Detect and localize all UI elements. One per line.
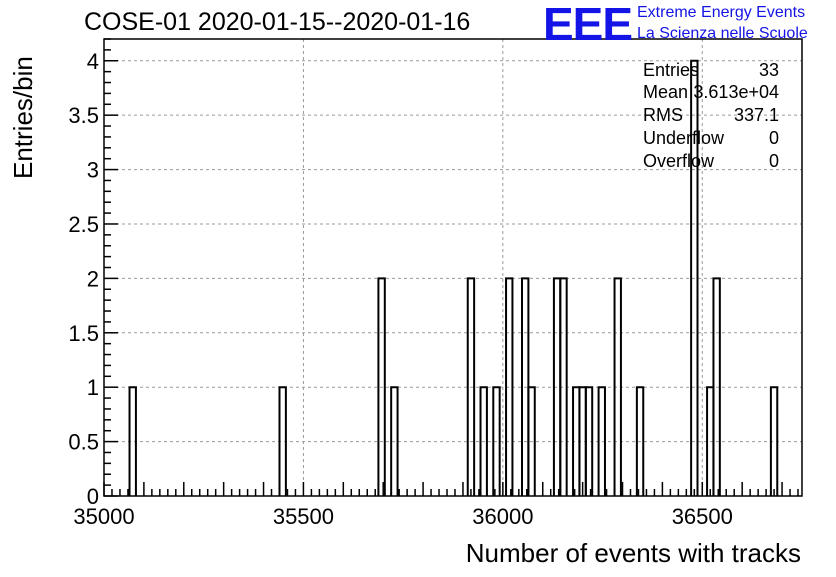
histogram-bin [505,277,514,496]
stat-value-overflow: 0 [768,151,779,171]
histogram-bin [613,277,622,496]
stat-label-entries: Entries [643,60,700,80]
stat-value-mean: 3.613e+04 [693,82,779,102]
histogram-bin [712,277,721,496]
stat-value-underflow: 0 [768,128,779,148]
y-tick-label: 3 [87,158,99,183]
y-tick-label: 4 [87,49,99,74]
logo-line-1: Extreme Energy Events [637,4,806,21]
stat-label-mean: Mean [643,82,689,102]
histogram-bin [584,386,594,496]
axis-ticks [103,38,799,497]
stat-value-rms: 337.1 [733,105,779,125]
histogram-bin [128,386,137,496]
histogram-bin [466,277,476,496]
stat-label-overflow: Overflow [643,151,715,171]
histogram-bin [278,386,287,496]
y-tick-label: 1 [87,375,99,400]
grid-lines [104,39,802,496]
histogram-bin [390,386,399,496]
x-tick-label: 36500 [672,504,733,529]
histogram-bin [527,386,536,496]
histogram-bin [769,386,779,496]
y-axis-label: Entries/bin [8,56,38,179]
histogram-bin [492,386,501,496]
stat-label-rms: RMS [643,105,683,125]
eee-logo: EEE Extreme Energy Events La Scienza nel… [543,0,808,50]
histogram-bin [690,59,699,496]
histogram-bin [635,386,645,496]
y-tick-label: 2 [87,266,99,291]
y-tick-label: 0.5 [68,430,99,455]
stat-label-underflow: Underflow [643,128,725,148]
tick-labels: 35000 35500 36000 36500 0 0.5 1 1.5 2 2.5 3 3.5 4 [68,49,732,529]
histogram-bin [377,277,386,496]
x-tick-label: 35500 [273,504,334,529]
x-tick-label: 35000 [73,504,134,529]
y-tick-label: 2.5 [68,212,99,237]
histogram-bin [559,277,568,496]
logo-line-2: La Scienza nelle Scuole [637,25,808,42]
x-tick-label: 36000 [472,504,533,529]
stat-value-entries: 33 [758,60,779,80]
histogram-bin [597,386,606,496]
x-axis-label: Number of events with tracks [466,538,801,568]
histogram-bars [128,59,779,496]
chart-title: COSE-01 2020-01-15--2020-01-16 [84,8,471,36]
y-tick-label: 1.5 [68,321,99,346]
histogram-bin [479,386,488,496]
y-tick-label: 0 [87,484,99,509]
y-tick-label: 3.5 [68,103,99,128]
logo-caption: Extreme Energy Events La Scienza nelle S… [637,2,808,44]
logo-mark: EEE [543,0,633,50]
